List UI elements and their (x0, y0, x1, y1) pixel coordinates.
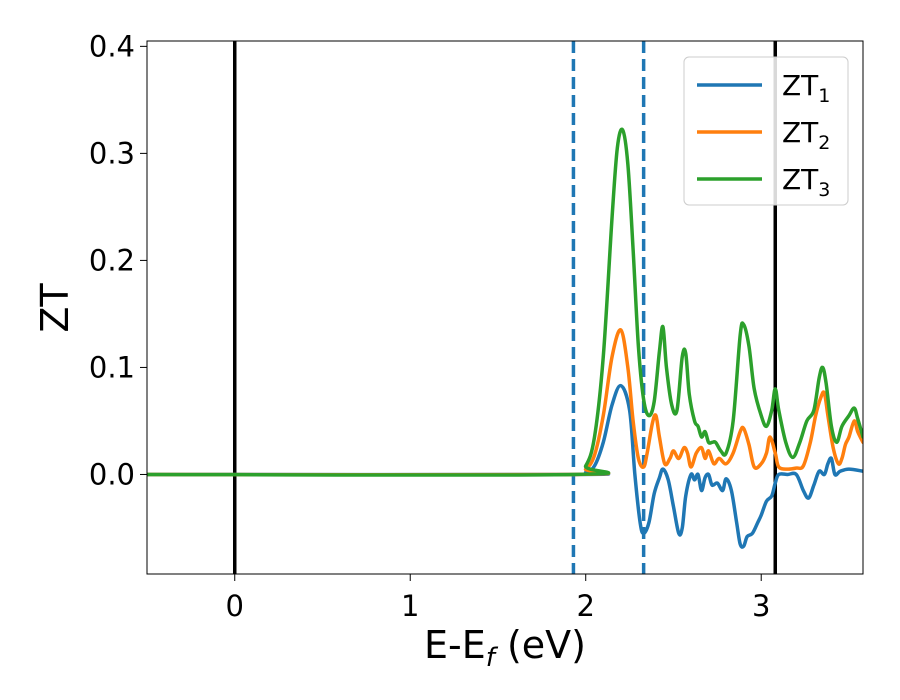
legend-label-zt1: ZT1 (782, 69, 830, 107)
y-axis-label: ZT (33, 283, 77, 333)
y-tick-label: 0.1 (89, 350, 135, 384)
series-group (147, 127, 863, 549)
legend: ZT1 ZT2 ZT3 (683, 56, 849, 206)
x-axis-label: E-Ef (eV) (424, 623, 586, 673)
y-tick-label: 0.3 (89, 136, 135, 170)
x-axis-ticks: 0 1 2 3 (226, 574, 770, 623)
x-tick-label: 3 (752, 589, 770, 623)
series-line-zt1 (147, 383, 863, 549)
series-line-zt2 (147, 328, 863, 477)
legend-label-zt3: ZT3 (782, 163, 830, 201)
y-axis-ticks: 0.0 0.1 0.2 0.3 0.4 (89, 29, 147, 491)
y-tick-label: 0.2 (89, 243, 135, 277)
plot-frame (146, 40, 864, 575)
legend-label-zt2: ZT2 (782, 116, 830, 154)
y-tick-label: 0.4 (89, 29, 135, 63)
x-tick-label: 1 (401, 589, 419, 623)
series-line-zt3 (147, 127, 863, 477)
x-tick-label: 2 (576, 589, 594, 623)
x-tick-label: 0 (226, 589, 244, 623)
y-tick-label: 0.0 (89, 457, 135, 491)
legend-box (683, 56, 849, 206)
